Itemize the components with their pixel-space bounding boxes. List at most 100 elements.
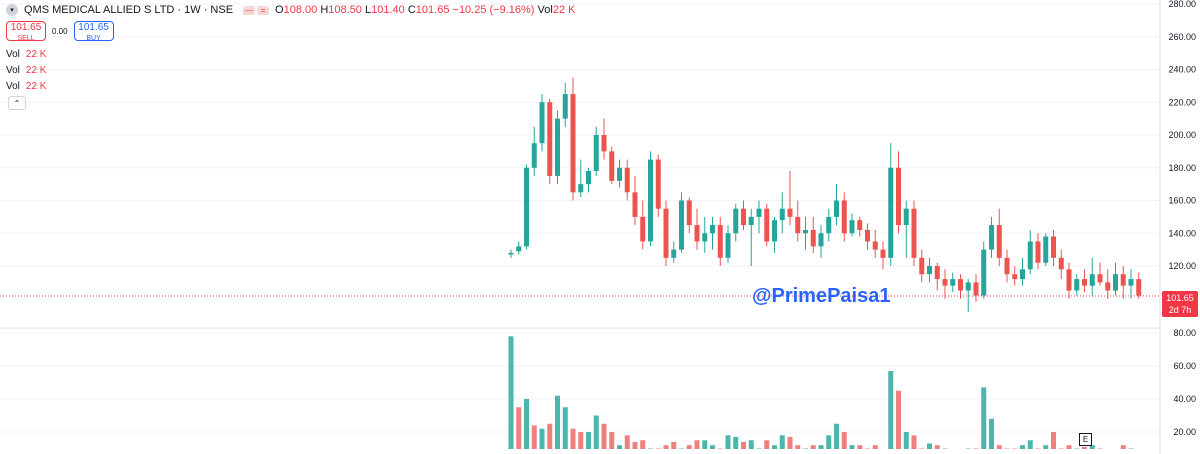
volume-bar [717, 448, 723, 449]
volume-bar [1020, 445, 1025, 449]
volume-bar [826, 435, 832, 449]
volume-bar [965, 448, 971, 449]
candle [965, 279, 971, 312]
candle-body [1113, 274, 1118, 291]
last-price-tag: 101.65 2d 7h [1162, 291, 1198, 317]
price-tick-label: 120.00 [1168, 261, 1196, 271]
volume-bar [741, 441, 746, 449]
volume-bar [547, 423, 553, 449]
collapse-legend-icon[interactable]: ⌃ [8, 96, 26, 110]
candle-body [547, 102, 553, 176]
candle [1074, 274, 1080, 296]
candle [648, 151, 653, 247]
volume-legend[interactable]: Vol 22 K [6, 65, 47, 76]
badge-icon[interactable]: = [257, 5, 270, 15]
sell-button[interactable]: 101.65 SELL [6, 21, 46, 42]
candle [531, 126, 537, 176]
volume-legend[interactable]: Vol 22 K [6, 81, 47, 92]
candle [694, 208, 700, 250]
price-axis[interactable]: 280.00 260.00 240.00 220.00 200.00 180.00 160.… [1168, 0, 1196, 437]
candle-body [702, 233, 708, 242]
volume-bar [927, 443, 932, 449]
candle-body [764, 208, 770, 242]
candle [555, 110, 560, 185]
candle [1120, 266, 1126, 299]
volume-bar [1058, 448, 1064, 449]
candle [996, 208, 1002, 266]
volume-legend[interactable]: Vol 22 K [6, 49, 47, 60]
symbol-legend: ▾ QMS MEDICAL ALLIED S LTD · 1W · NSE — … [6, 4, 575, 16]
volume-bar [702, 440, 708, 449]
candle [725, 225, 731, 263]
volume-bar [996, 445, 1002, 449]
ohlc-values: O108.00 H108.50 L101.40 C101.65 −10.25 (… [275, 4, 576, 16]
candle [733, 203, 739, 242]
badge-group: — = [243, 5, 270, 15]
candle-body [888, 167, 894, 258]
volume-bar [710, 445, 715, 449]
candle-body [756, 208, 762, 217]
candle-body [950, 279, 956, 286]
volume-bar [818, 445, 824, 449]
price-tick-label: 200.00 [1168, 130, 1196, 140]
candle [640, 200, 646, 250]
candle-body [779, 208, 785, 221]
volume-tick-label: 20.00 [1173, 427, 1196, 437]
candle [981, 241, 987, 299]
badge-icon[interactable]: — [243, 5, 256, 15]
price-tick-label: 220.00 [1168, 97, 1196, 107]
price-tick-label: 180.00 [1168, 163, 1196, 173]
candle-body [911, 208, 917, 258]
volume-bar [795, 445, 801, 449]
candle-body [810, 229, 816, 247]
candle [578, 159, 584, 198]
buy-button[interactable]: 101.65 BUY [73, 21, 114, 42]
volume-bar [934, 445, 940, 449]
candle [1058, 249, 1064, 280]
candle [803, 216, 808, 250]
volume-bar [779, 435, 785, 449]
volume-bar [671, 441, 677, 449]
candle-body [1082, 279, 1087, 286]
candle-body [586, 171, 591, 185]
volume-bar [1074, 448, 1080, 449]
candle [516, 241, 522, 255]
candle [950, 272, 956, 293]
candle [896, 151, 901, 234]
candle-body [787, 208, 793, 217]
candle [958, 274, 963, 299]
candle [934, 262, 940, 291]
spread-value: 0.00 [52, 26, 68, 36]
symbol-title[interactable]: QMS MEDICAL ALLIED S LTD · 1W · NSE [24, 4, 234, 16]
volume-bar [1051, 432, 1056, 449]
candle-body [965, 282, 971, 291]
candle-body [919, 257, 925, 275]
candle [1035, 233, 1041, 270]
candle [942, 269, 948, 299]
candle [1089, 257, 1095, 296]
candle [593, 126, 599, 176]
price-tick-label: 140.00 [1168, 228, 1196, 238]
candle [524, 164, 529, 250]
candle [710, 216, 715, 250]
candle [772, 216, 777, 253]
candle-body [578, 184, 584, 193]
candle-body [1004, 257, 1010, 275]
volume-bar [1089, 445, 1095, 449]
volume-tick-label: 60.00 [1173, 361, 1196, 371]
candle-body [1105, 282, 1111, 291]
volume-bar [973, 448, 979, 449]
volume-bar [1035, 448, 1041, 449]
candle [741, 200, 746, 230]
volume-bar [865, 448, 870, 449]
volume-tick-label: 40.00 [1173, 394, 1196, 404]
candle-body [989, 225, 994, 250]
candle [663, 200, 669, 266]
earnings-marker-icon[interactable]: E [1079, 433, 1092, 446]
candle-body [826, 216, 832, 234]
candle [810, 216, 816, 253]
candle-body [539, 102, 545, 144]
candle [702, 216, 708, 253]
candle-body [562, 94, 568, 119]
